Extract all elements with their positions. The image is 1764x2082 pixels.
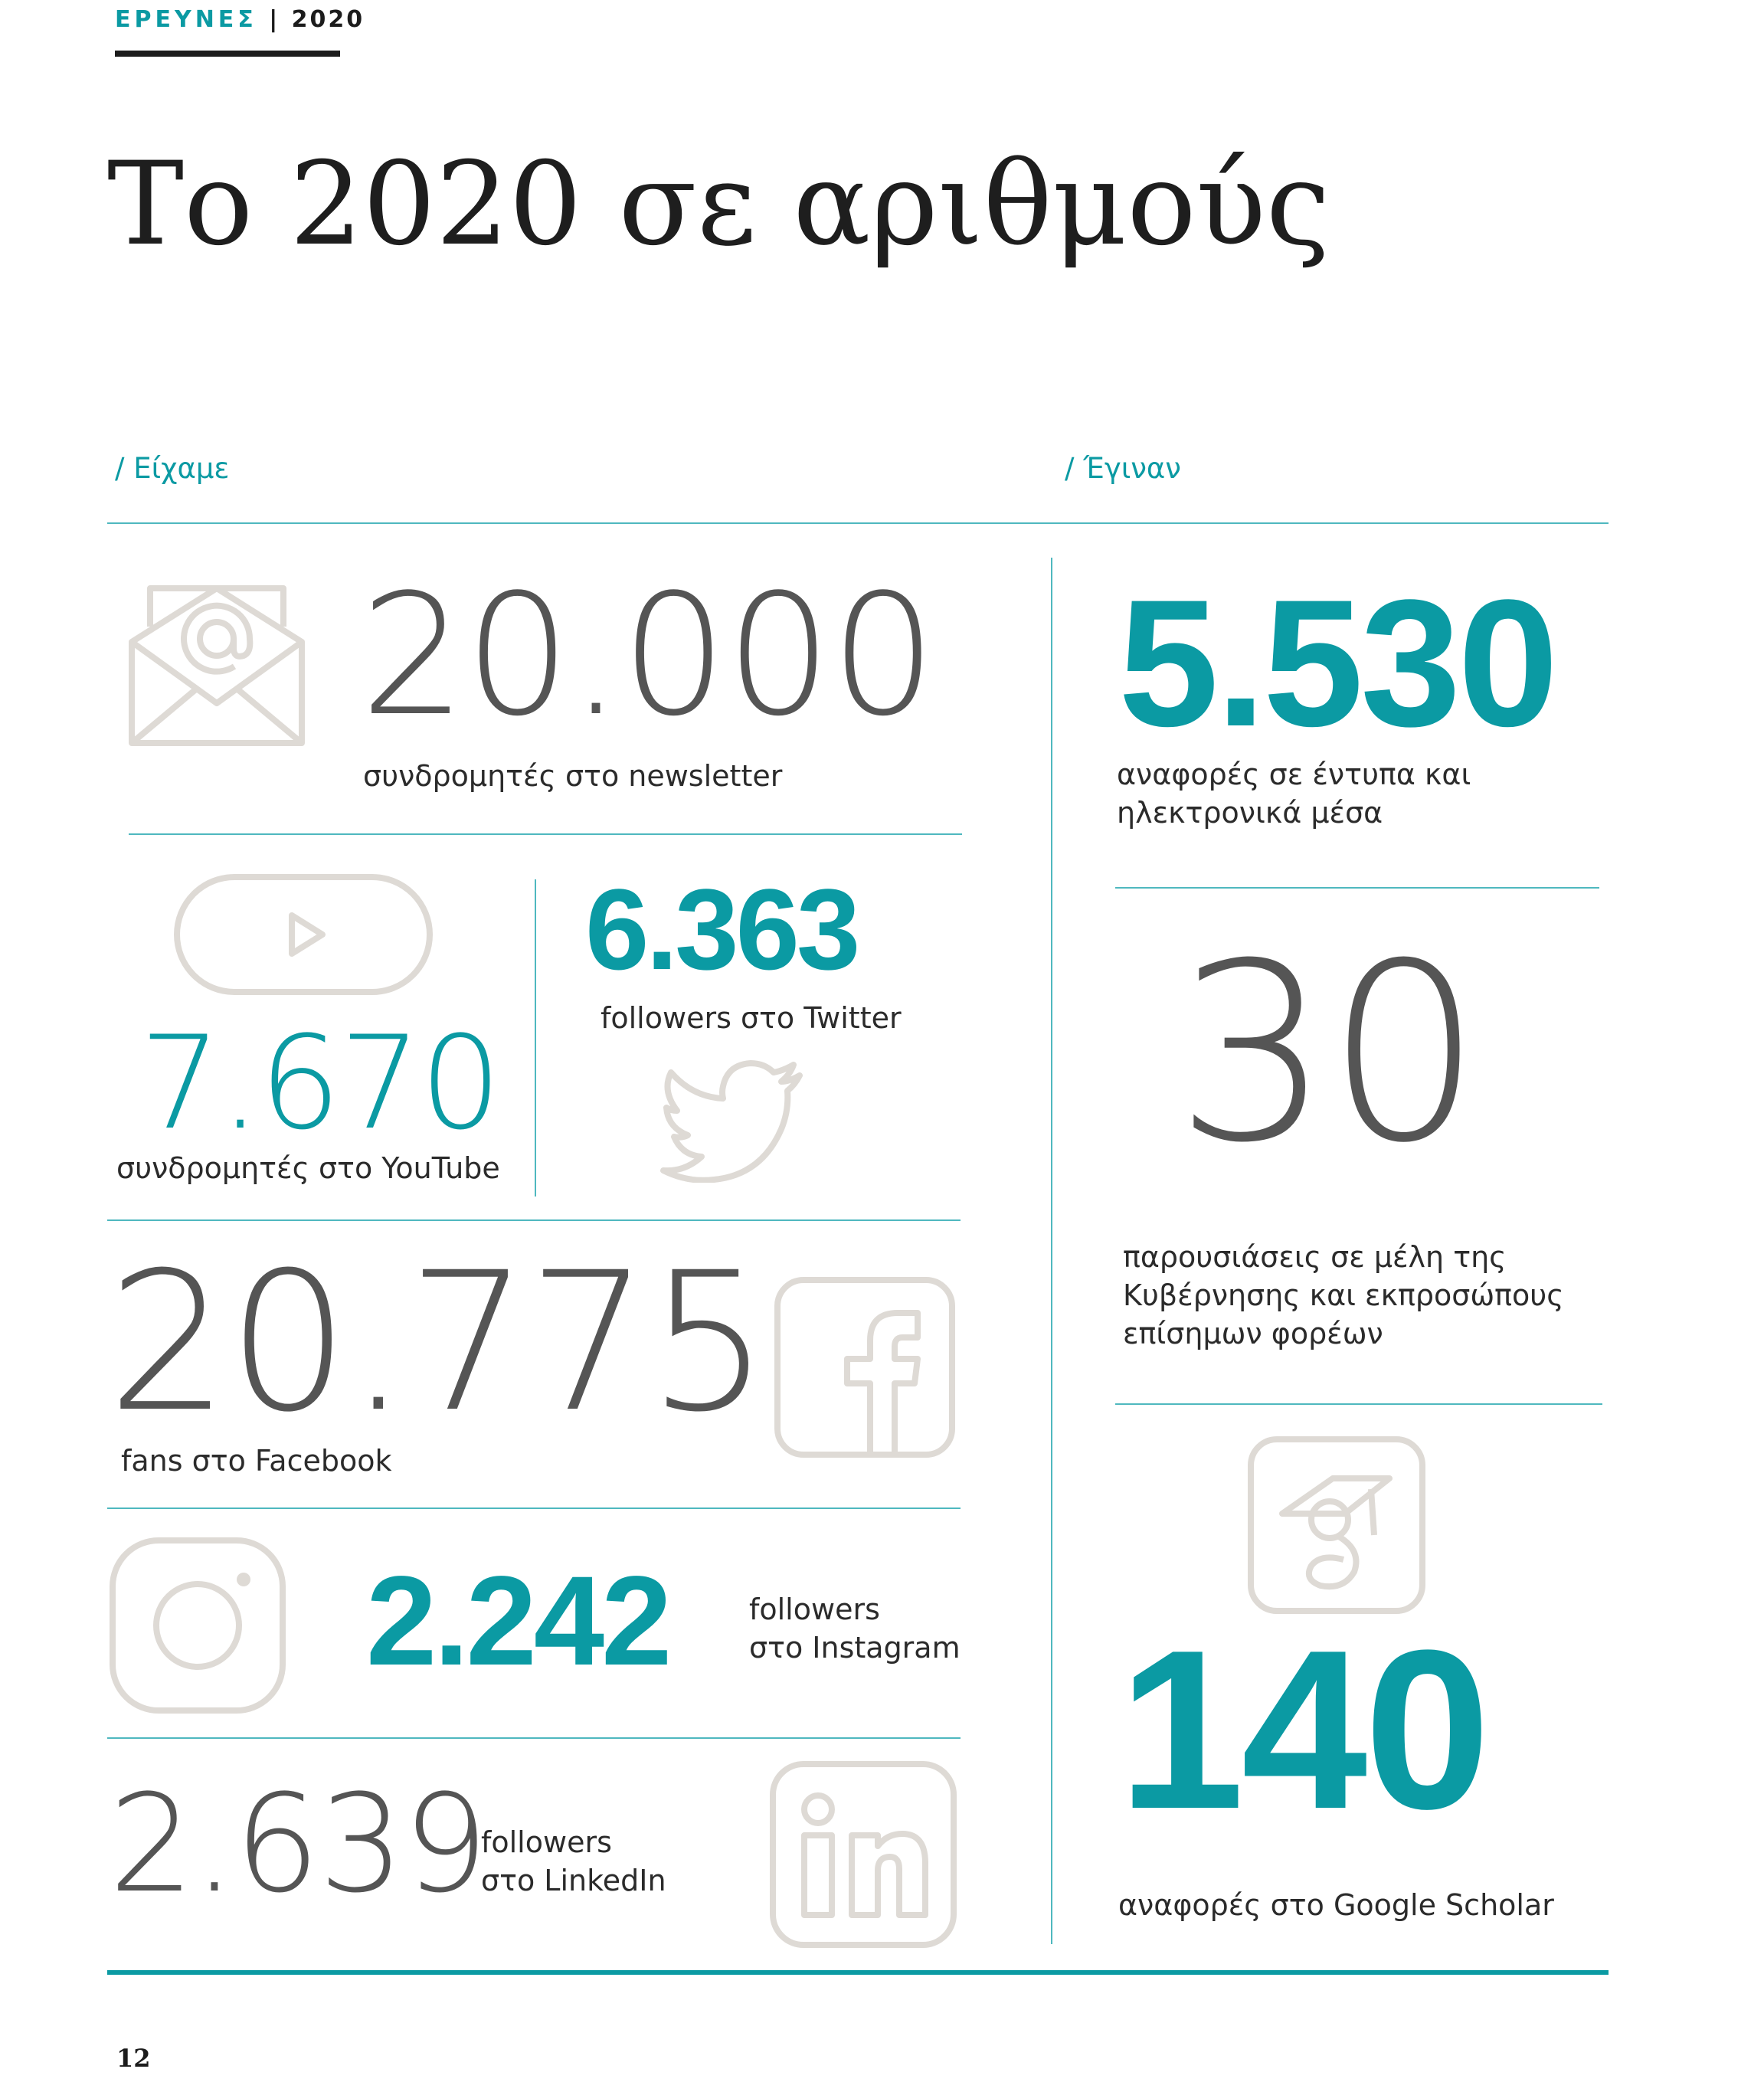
envelope-at-icon xyxy=(127,573,306,749)
instagram-icon xyxy=(109,1537,286,1714)
column-divider xyxy=(1051,558,1052,1944)
page-title: Το 2020 σε αριθμούς xyxy=(107,138,1330,271)
presentations-value: 30 xyxy=(1175,912,1482,1196)
yt-twitter-divider xyxy=(535,879,536,1196)
newsletter-value: 20.000 xyxy=(360,559,937,753)
section-name: ΕΡΕΥΝΕΣ xyxy=(115,6,257,33)
instagram-value: 2.242 xyxy=(366,1550,672,1692)
rule-left-3 xyxy=(107,1507,961,1509)
header-underline xyxy=(115,51,340,57)
linkedin-caption-line1: followers xyxy=(481,1825,612,1859)
rule-left-1 xyxy=(129,833,962,835)
linkedin-icon xyxy=(769,1760,957,1949)
media-caption-line2: ηλεκτρονικά μέσα xyxy=(1117,796,1383,830)
page-number: 12 xyxy=(116,2044,151,2073)
twitter-bird-icon xyxy=(660,1060,806,1183)
linkedin-caption: followers στο LinkedIn xyxy=(481,1823,666,1900)
rule-left-4 xyxy=(107,1737,961,1739)
presentations-caption-line1: παρουσιάσεις σε μέλη της xyxy=(1123,1240,1507,1274)
header-separator: | xyxy=(269,6,280,33)
twitter-value: 6.363 xyxy=(585,865,860,994)
youtube-caption: συνδρομητές στο YouTube xyxy=(116,1151,500,1185)
right-section-label: / Έγιναν xyxy=(1065,452,1181,485)
google-scholar-icon xyxy=(1247,1435,1426,1615)
left-section-label: / Είχαμε xyxy=(115,452,230,485)
rule-right-2 xyxy=(1115,1403,1602,1405)
presentations-caption-line3: επίσημων φορέων xyxy=(1123,1317,1383,1351)
instagram-caption-line2: στο Instagram xyxy=(749,1631,961,1665)
facebook-caption: fans στο Facebook xyxy=(121,1444,392,1478)
facebook-icon xyxy=(774,1276,956,1458)
linkedin-caption-line2: στο LinkedIn xyxy=(481,1864,666,1898)
header-year: 2020 xyxy=(291,6,365,33)
rule-right-1 xyxy=(1115,887,1599,889)
scholar-caption: αναφορές στο Google Scholar xyxy=(1118,1888,1554,1922)
presentations-caption: παρουσιάσεις σε μέλη της Κυβέρνησης και … xyxy=(1123,1238,1564,1353)
top-rule xyxy=(107,522,1609,524)
youtube-value: 7.670 xyxy=(139,1008,502,1158)
section-header: ΕΡΕΥΝΕΣ | 2020 xyxy=(115,6,365,33)
media-value: 5.530 xyxy=(1118,562,1559,764)
instagram-caption-line1: followers xyxy=(749,1593,880,1626)
rule-left-2 xyxy=(107,1219,961,1221)
instagram-caption: followers στο Instagram xyxy=(749,1590,961,1667)
newsletter-caption: συνδρομητές στο newsletter xyxy=(363,759,783,793)
bottom-rule xyxy=(107,1970,1609,1975)
media-caption: αναφορές σε έντυπα και ηλεκτρονικά μέσα xyxy=(1117,755,1471,832)
scholar-value: 140 xyxy=(1118,1602,1491,1856)
presentations-caption-line2: Κυβέρνησης και εκπροσώπους xyxy=(1123,1278,1564,1313)
youtube-play-icon xyxy=(173,873,434,996)
linkedin-value: 2.639 xyxy=(109,1766,489,1923)
media-caption-line1: αναφορές σε έντυπα και xyxy=(1117,758,1471,791)
facebook-value: 20.775 xyxy=(107,1231,770,1454)
twitter-caption: followers στο Twitter xyxy=(601,1001,902,1035)
